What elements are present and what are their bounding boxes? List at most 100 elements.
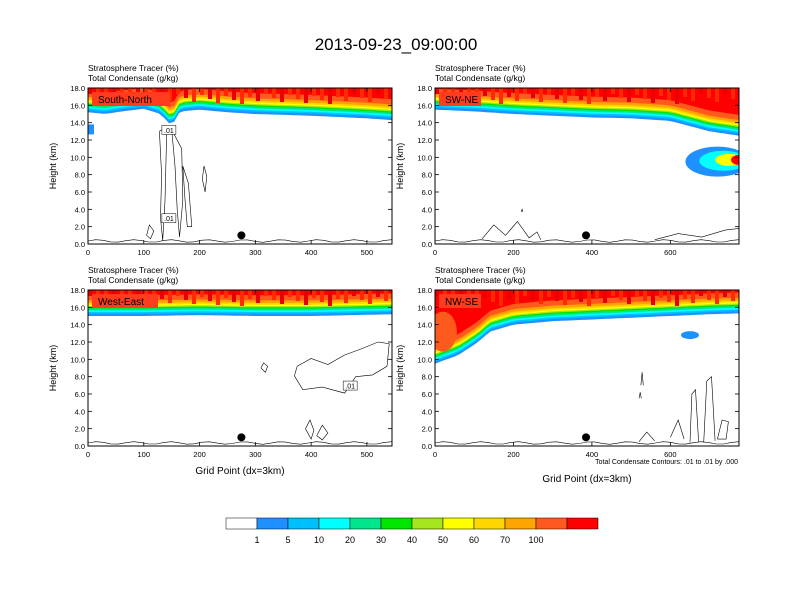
tracer-streak — [384, 88, 388, 99]
panel-label-box — [92, 294, 158, 308]
subtitle-condensate: Total Condensate (g/kg) — [435, 275, 525, 285]
tracer-streak — [280, 88, 284, 102]
tracer-streak — [707, 88, 711, 98]
tracer-streak — [176, 290, 180, 296]
x-tick-label: 200 — [507, 450, 520, 459]
tracer-streak — [603, 290, 607, 303]
tracer-streak — [675, 88, 679, 104]
colorbar-tick-label: 10 — [314, 535, 324, 545]
x-tick-label: 200 — [193, 248, 206, 257]
contour-line — [146, 224, 155, 240]
panel-label: SW-NE — [445, 95, 478, 106]
tracer-streak — [232, 88, 236, 100]
location-marker — [582, 231, 591, 240]
tracer-streak — [595, 290, 599, 299]
tracer-streak — [683, 290, 687, 299]
tracer-streak — [352, 88, 356, 94]
y-axis-label: Height (km) — [48, 345, 58, 392]
contour-line — [638, 431, 655, 442]
tracer-streak — [376, 88, 380, 95]
contour-line — [654, 228, 739, 240]
tracer-streak — [523, 290, 527, 296]
tracer-streak — [491, 290, 495, 302]
colorbar-tick-label: 20 — [345, 535, 355, 545]
contour-line — [670, 419, 685, 440]
y-tick-label: 12.0 — [417, 338, 432, 347]
x-tick-label: 600 — [664, 450, 677, 459]
y-tick-label: 14.0 — [417, 321, 432, 330]
y-tick-label: 10.0 — [417, 153, 432, 162]
y-tick-label: 16.0 — [70, 303, 85, 312]
tracer-blob — [88, 124, 94, 135]
y-tick-label: 2.0 — [75, 223, 85, 232]
tracer-streak — [360, 290, 364, 300]
tracer-streak — [435, 290, 439, 296]
tracer-streak — [320, 88, 324, 100]
y-tick-label: 0.0 — [75, 240, 85, 249]
tracer-band-10 — [435, 290, 739, 343]
tracer-streak — [731, 290, 735, 301]
tracer-streak — [547, 290, 551, 297]
contour-line — [305, 419, 315, 440]
tracer-streak — [368, 290, 372, 304]
colorbar-tick-label: 40 — [407, 535, 417, 545]
contour-line — [717, 419, 729, 440]
panel-west-east: West-East .01 Stratosphere Tracer (%)Total… — [48, 265, 393, 477]
x-tick-label: 400 — [305, 248, 318, 257]
tracer-streak — [643, 88, 647, 99]
y-tick-label: 10.0 — [70, 153, 85, 162]
tracer-streak — [683, 88, 687, 97]
colorbar-tick-label: 50 — [438, 535, 448, 545]
colorbar-swatch — [256, 517, 289, 530]
contour-line — [202, 165, 208, 193]
x-tick-label: 0 — [433, 248, 437, 257]
tracer-streak — [499, 290, 503, 306]
contour-label: .01 — [345, 384, 355, 391]
tracer-streak — [240, 88, 244, 104]
tracer-streak — [224, 88, 228, 96]
tracer-streak — [248, 290, 252, 299]
x-axis-label: Grid Point (dx=3km) — [542, 474, 631, 485]
y-tick-label: 0.0 — [75, 442, 85, 451]
y-tick-label: 10.0 — [417, 355, 432, 364]
colorbar-swatch — [318, 517, 351, 530]
tracer-streak — [563, 88, 567, 103]
x-tick-label: 500 — [361, 450, 374, 459]
contour-note: Total Condensate Contours: .01 to .01 by… — [595, 459, 738, 466]
y-tick-label: 4.0 — [422, 205, 432, 214]
colorbar-swatch — [411, 517, 444, 530]
tracer-streak — [184, 88, 188, 98]
tracer-streak — [635, 290, 639, 297]
tracer-streak — [555, 88, 559, 99]
tracer-streak — [531, 290, 535, 300]
tracer-streak — [184, 290, 188, 300]
tracer-streak — [200, 290, 204, 297]
tracer-streak — [579, 290, 583, 302]
tracer-streak — [587, 290, 591, 306]
plot-frame — [434, 289, 740, 447]
y-tick-label: 4.0 — [422, 407, 432, 416]
tracer-streak — [651, 290, 655, 305]
tracer-streak — [304, 290, 308, 305]
tracer-field — [435, 88, 739, 177]
tracer-streak — [491, 88, 495, 100]
contour-label-box — [161, 125, 177, 135]
y-tick-label: 8.0 — [75, 171, 85, 180]
tracer-streak — [571, 88, 575, 96]
tracer-blob — [435, 311, 457, 352]
colorbar-tick-label: 100 — [528, 535, 543, 545]
y-tick-label: 16.0 — [417, 303, 432, 312]
tracer-streak — [507, 88, 511, 97]
location-marker — [237, 231, 246, 240]
tracer-streak — [651, 88, 655, 103]
y-tick-label: 4.0 — [75, 205, 85, 214]
x-tick-label: 0 — [86, 248, 90, 257]
panel-label: NW-SE — [445, 297, 478, 308]
y-tick-label: 0.0 — [422, 442, 432, 451]
contour-line — [260, 362, 268, 373]
x-tick-label: 100 — [138, 248, 151, 257]
tracer-streak — [208, 290, 212, 301]
y-tick-label: 18.0 — [417, 286, 432, 295]
colorbar-tick-label: 70 — [500, 535, 510, 545]
